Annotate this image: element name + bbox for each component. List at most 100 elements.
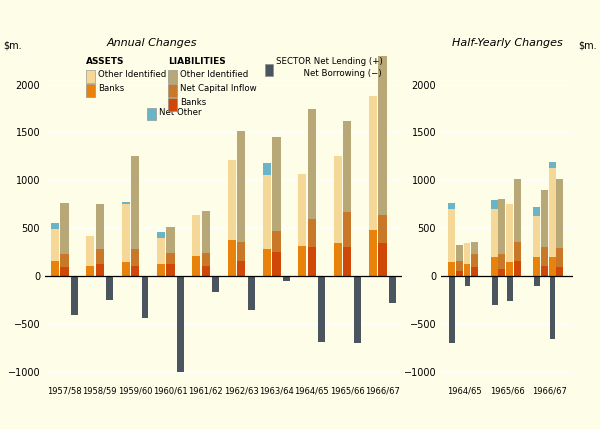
Text: Banks: Banks [98,85,124,94]
Bar [106,276,113,300]
Bar [51,261,59,276]
Bar [168,99,177,111]
Bar [202,266,210,276]
Text: Net Other: Net Other [158,108,201,117]
Bar [549,162,556,168]
Bar [541,190,548,247]
Text: Net Capital Inflow: Net Capital Inflow [180,85,257,94]
Bar [263,250,271,276]
Bar [343,212,351,247]
Bar [506,204,513,262]
Bar [166,227,175,253]
Bar [131,249,139,266]
Text: $m.: $m. [578,41,596,51]
Text: SECTOR Net Lending (+): SECTOR Net Lending (+) [277,57,383,66]
Bar [514,261,521,276]
Bar [157,232,165,238]
Bar [491,209,497,257]
Bar [263,163,271,175]
Text: LIABILITIES: LIABILITIES [168,57,226,66]
Bar [96,204,104,250]
Bar [51,230,59,261]
Bar [456,271,463,276]
Bar [237,261,245,276]
Bar [491,199,497,209]
Bar [448,209,455,262]
Bar [556,267,563,276]
Bar [353,276,361,344]
Bar [448,203,455,209]
Bar [298,246,307,276]
Bar [379,215,386,243]
Bar [334,243,342,276]
Bar [491,257,497,276]
Bar [550,276,556,338]
Bar [86,266,94,276]
Bar [166,253,175,264]
Bar [549,257,556,276]
Bar [272,252,281,276]
Bar [556,178,563,248]
Bar [319,276,325,341]
Bar [265,64,274,76]
Bar [177,276,184,372]
Bar [308,219,316,247]
Bar [369,96,377,230]
Bar [122,262,130,276]
Bar [506,262,513,276]
Bar [227,240,236,276]
Text: Annual Changes: Annual Changes [107,38,197,48]
Bar [86,236,94,266]
Bar [535,276,540,286]
Text: Banks: Banks [180,99,206,108]
Bar [166,264,175,276]
Text: Half-Yearly Changes: Half-Yearly Changes [452,38,562,48]
Bar [237,130,245,242]
Bar [227,160,236,240]
Bar [369,230,377,276]
Bar [71,276,78,315]
Bar [272,137,281,231]
Bar [456,261,463,271]
Bar [168,70,177,83]
Bar [122,204,130,262]
Bar [533,257,540,276]
Bar [157,264,165,276]
Bar [549,168,556,257]
Bar [464,243,470,264]
Bar [308,247,316,276]
Text: Net Borrowing (−): Net Borrowing (−) [277,69,382,78]
Bar [122,202,130,204]
Bar [96,250,104,264]
Bar [51,223,59,230]
Bar [379,51,386,215]
Bar [492,276,497,305]
Bar [61,267,68,276]
Bar [61,254,68,267]
Bar [541,266,548,276]
Bar [464,276,470,286]
Bar [142,276,148,317]
Bar [499,199,505,254]
Bar [514,179,521,242]
Bar [541,247,548,266]
Bar [237,242,245,261]
Bar [61,203,68,254]
Text: Other Identified: Other Identified [180,70,248,79]
Bar [334,157,342,243]
Bar [272,231,281,252]
Text: Other Identified: Other Identified [98,70,166,79]
Bar [449,276,455,344]
Bar [471,254,478,267]
Bar [343,247,351,276]
Bar [202,253,210,266]
Bar [471,267,478,276]
Bar [157,238,165,264]
Bar [464,264,470,276]
Bar [389,276,396,303]
Bar [202,211,210,253]
Bar [533,207,540,216]
Bar [379,243,386,276]
Bar [131,266,139,276]
Bar [499,254,505,269]
